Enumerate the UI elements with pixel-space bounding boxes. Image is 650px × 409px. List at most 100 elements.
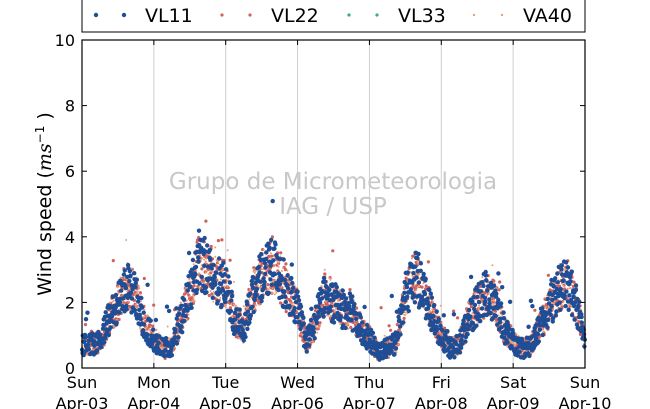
legend: VL11 VL22 VL33 VA40 [81, 0, 586, 33]
data-point-vl11 [205, 264, 211, 269]
legend-label: VL22 [271, 5, 319, 27]
data-point-vl11 [472, 302, 478, 308]
data-point-vl11 [103, 310, 108, 315]
data-point-vl11 [222, 272, 227, 277]
data-point-va40 [214, 255, 217, 258]
data-point-va40 [253, 268, 256, 271]
data-point-vl11 [528, 298, 534, 303]
data-point-vl11 [540, 332, 545, 338]
data-point-vl11 [505, 319, 510, 324]
data-point-vl11 [221, 260, 226, 265]
data-point-vl11 [393, 346, 399, 351]
data-point-vl11 [237, 307, 242, 312]
legend-frame [81, 0, 586, 33]
data-point-vl11 [412, 300, 418, 305]
legend-marker [347, 13, 351, 17]
data-point-va40 [267, 288, 270, 291]
data-point-vl11 [550, 319, 555, 324]
data-point-vl11 [487, 304, 493, 310]
data-point-vl11 [289, 289, 294, 294]
data-point-vl11 [109, 314, 115, 319]
data-point-vl11 [216, 286, 221, 291]
data-point-va40 [303, 319, 306, 322]
data-point-vl11 [535, 331, 541, 337]
data-point-va40 [258, 303, 261, 306]
data-point-vl11 [485, 288, 490, 293]
data-point-va40 [316, 331, 319, 334]
x-tick-label-date: Apr-09 [487, 394, 540, 409]
data-point-va40 [220, 269, 223, 272]
data-point-vl11 [468, 314, 473, 319]
data-point-vl11 [338, 314, 343, 320]
data-point-vl11 [311, 329, 317, 335]
data-point-va40 [255, 304, 257, 307]
data-point-va40 [415, 289, 418, 292]
data-point-vl11 [268, 263, 273, 268]
data-point-vl11 [526, 324, 531, 329]
data-point-va40 [209, 274, 212, 277]
data-point-vl11 [282, 277, 288, 283]
data-point-va40 [281, 266, 284, 269]
data-point-va40 [511, 341, 514, 344]
data-point-va40 [145, 327, 148, 330]
data-point-va40 [489, 315, 492, 317]
data-point-va40 [562, 301, 565, 304]
data-point-va40 [186, 319, 189, 322]
data-point-va40 [203, 258, 206, 261]
data-point-vl11 [296, 298, 302, 303]
data-point-vl11 [548, 312, 553, 317]
data-point-va40 [347, 327, 350, 330]
x-tick-label-date: Apr-05 [199, 394, 252, 409]
data-point-vl22 [482, 291, 487, 295]
x-tick-label-day: Sun [67, 373, 97, 392]
data-point-vl11 [245, 326, 250, 332]
data-point-va40 [268, 286, 271, 289]
x-tick-label: Mon Apr-04 [127, 373, 180, 409]
data-point-vl11 [545, 325, 550, 330]
data-point-va40 [418, 285, 421, 287]
data-point-vl11 [483, 273, 489, 278]
data-point-va40 [179, 301, 182, 304]
data-point-vl11 [181, 297, 187, 302]
data-point-vl11 [314, 320, 319, 326]
data-point-vl11 [259, 298, 264, 304]
data-point-vl11 [282, 289, 287, 294]
x-tick-label: Sat Apr-09 [487, 373, 540, 409]
data-point-vl11 [276, 287, 281, 293]
data-point-vl11 [304, 349, 309, 354]
data-point-vl11 [340, 288, 345, 293]
data-point-vl22 [498, 280, 502, 284]
data-point-vl11 [99, 344, 104, 350]
x-tick-label-day: Sat [500, 373, 526, 392]
data-point-vl11 [298, 304, 304, 309]
data-point-va40 [277, 265, 280, 268]
data-point-vl11 [267, 245, 272, 250]
data-point-vl11 [266, 241, 271, 246]
data-point-vl11 [545, 296, 550, 302]
data-point-va40 [383, 334, 386, 337]
legend-marker [121, 12, 127, 18]
data-point-vl11 [445, 329, 450, 334]
data-point-vl22 [395, 323, 399, 327]
x-tick-label-date: Apr-07 [343, 394, 396, 409]
data-point-va40 [226, 285, 229, 288]
data-point-va40 [116, 318, 118, 321]
data-point-vl11 [263, 271, 268, 276]
data-point-vl11 [213, 270, 219, 275]
data-point-vl11 [561, 278, 566, 283]
data-point-vl11 [229, 289, 234, 294]
data-point-vl11 [440, 336, 445, 341]
data-point-vl11 [530, 304, 535, 309]
data-point-va40 [329, 278, 332, 281]
data-point-vl11 [226, 274, 231, 279]
data-point-vl11 [383, 354, 389, 360]
data-point-va40 [184, 286, 187, 289]
data-point-vl11 [428, 291, 433, 296]
data-point-vl11 [308, 317, 314, 323]
data-point-vl22 [420, 285, 424, 289]
data-point-vl11 [301, 315, 306, 320]
data-point-vl22 [387, 324, 391, 328]
data-point-vl11 [476, 300, 482, 305]
data-point-vl11 [568, 279, 573, 284]
data-point-va40 [499, 308, 502, 311]
